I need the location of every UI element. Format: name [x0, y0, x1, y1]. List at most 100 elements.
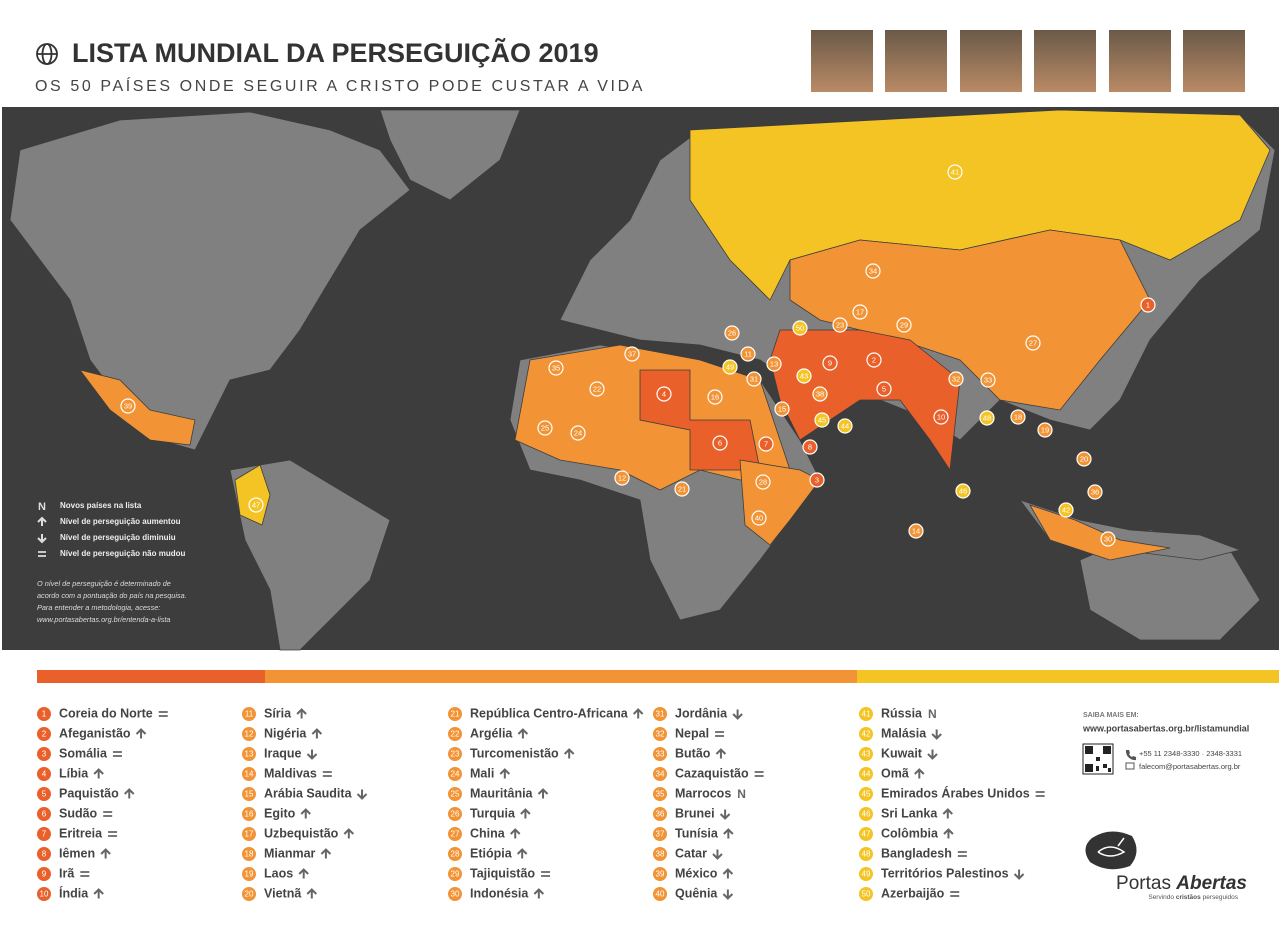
rank-number: 33 — [656, 750, 665, 759]
country-name: Índia — [59, 885, 89, 900]
rank-badge — [653, 787, 667, 801]
logo-name-part: Portas — [1116, 873, 1171, 894]
country-name: Iraque — [264, 746, 302, 760]
map-marker-label: 43 — [800, 371, 808, 380]
legend-note: www.portasabertas.org.br/entenda-a-lista — [37, 615, 170, 624]
map-marker — [809, 472, 825, 488]
rank-number: 30 — [451, 890, 460, 899]
trend-up-icon — [715, 748, 727, 759]
rank-number: 27 — [451, 830, 460, 839]
map-marker-label: 2 — [872, 355, 876, 364]
rank-number: 23 — [451, 750, 460, 759]
legend-note: acordo com a pontuação do país na pesqui… — [37, 591, 187, 600]
legend-label: Nível de perseguição não mudou — [60, 549, 185, 558]
level-label: PERSEGUIÇÃO ALTA — [857, 654, 949, 664]
legend-label: Nível de perseguição diminuiu — [60, 533, 176, 542]
map-marker-label: 25 — [541, 423, 549, 432]
map-marker — [796, 368, 812, 384]
rank-number: 5 — [42, 790, 47, 799]
country-name: Paquistão — [59, 786, 119, 800]
trend-up-icon — [93, 888, 104, 899]
indonesia-colored — [1029, 504, 1171, 561]
rank-number: 37 — [656, 830, 665, 839]
trend-down-icon — [37, 534, 47, 544]
map-marker-label: 16 — [711, 392, 719, 401]
map-marker — [1087, 484, 1103, 500]
map-marker — [1076, 451, 1092, 467]
trend-same-icon — [754, 771, 764, 777]
rank-badge — [37, 867, 51, 881]
country-name: Turquia — [470, 806, 516, 820]
rank-badge — [448, 807, 462, 821]
rank-number: 13 — [245, 750, 254, 759]
rank-badge — [653, 707, 667, 721]
map-marker — [980, 372, 996, 388]
trend-up-icon — [306, 888, 318, 899]
country-name: Emirados Árabes Unidos — [881, 785, 1030, 800]
map-marker — [548, 360, 564, 376]
logo-name: Portas Abertas — [1116, 873, 1247, 894]
rank-badge — [37, 807, 51, 821]
rank-badge — [859, 867, 873, 881]
tagline-part: cristãos — [1176, 894, 1201, 901]
trend-up-icon — [520, 808, 531, 819]
rank-number: 4 — [42, 770, 47, 779]
country-name: China — [470, 826, 506, 840]
map-marker-label: 12 — [618, 473, 626, 482]
trend-up-icon — [516, 848, 528, 859]
south-america — [229, 459, 391, 651]
map-marker-label: 42 — [1062, 505, 1070, 514]
level-band — [37, 670, 265, 683]
trend-same-icon — [957, 851, 967, 857]
photo — [1034, 30, 1096, 92]
map-marker-label: 28 — [759, 477, 767, 486]
rank-number: 46 — [862, 810, 871, 819]
map-marker-label: 50 — [796, 323, 804, 332]
trend-same-icon — [715, 731, 725, 737]
trend-down-icon — [719, 809, 731, 820]
map-marker — [758, 436, 774, 452]
rank-number: 41 — [862, 710, 871, 719]
title: LISTA MUNDIAL DA PERSEGUIÇÃO 2019 — [72, 37, 599, 68]
rank-number: 32 — [656, 730, 665, 739]
map-marker — [822, 355, 838, 371]
map — [2, 107, 1279, 651]
rank-badge — [448, 707, 462, 721]
rank-badge — [242, 767, 256, 781]
trend-up-icon — [300, 808, 311, 819]
rank-badge — [653, 847, 667, 861]
country-name: Quênia — [675, 886, 718, 900]
country-name: México — [675, 866, 718, 880]
rank-number: 49 — [862, 870, 871, 879]
map-marker-label: 38 — [816, 389, 824, 398]
rank-badge — [37, 847, 51, 861]
level-label: PERSEGUIÇÃO EXTREMA — [37, 654, 151, 664]
rank-number: 31 — [656, 710, 665, 719]
map-marker-label: 34 — [869, 266, 877, 275]
rank-badge — [653, 887, 667, 901]
map-marker — [947, 164, 963, 180]
trend-up-icon — [914, 768, 925, 779]
trend-up-icon — [537, 788, 549, 799]
photo — [1109, 30, 1171, 92]
map-marker — [755, 474, 771, 490]
map-marker — [248, 497, 264, 513]
rank-number: 22 — [451, 730, 460, 739]
rank-badge — [859, 847, 873, 861]
rank-badge — [653, 807, 667, 821]
rank-number: 16 — [245, 810, 254, 819]
map-marker — [908, 523, 924, 539]
trend-new-icon: N — [737, 787, 746, 801]
photo — [1183, 30, 1245, 92]
rank-number: 11 — [245, 710, 254, 719]
map-marker — [712, 435, 728, 451]
country-name: Colômbia — [881, 826, 939, 840]
trend-new-icon: N — [38, 501, 46, 513]
contact-email: falecom@portasabertas.org.br — [1139, 762, 1241, 771]
rank-badge — [653, 727, 667, 741]
rank-number: 10 — [40, 890, 49, 899]
map-marker — [614, 470, 630, 486]
rank-number: 7 — [42, 830, 47, 839]
photo — [811, 30, 873, 92]
rank-badge — [653, 827, 667, 841]
